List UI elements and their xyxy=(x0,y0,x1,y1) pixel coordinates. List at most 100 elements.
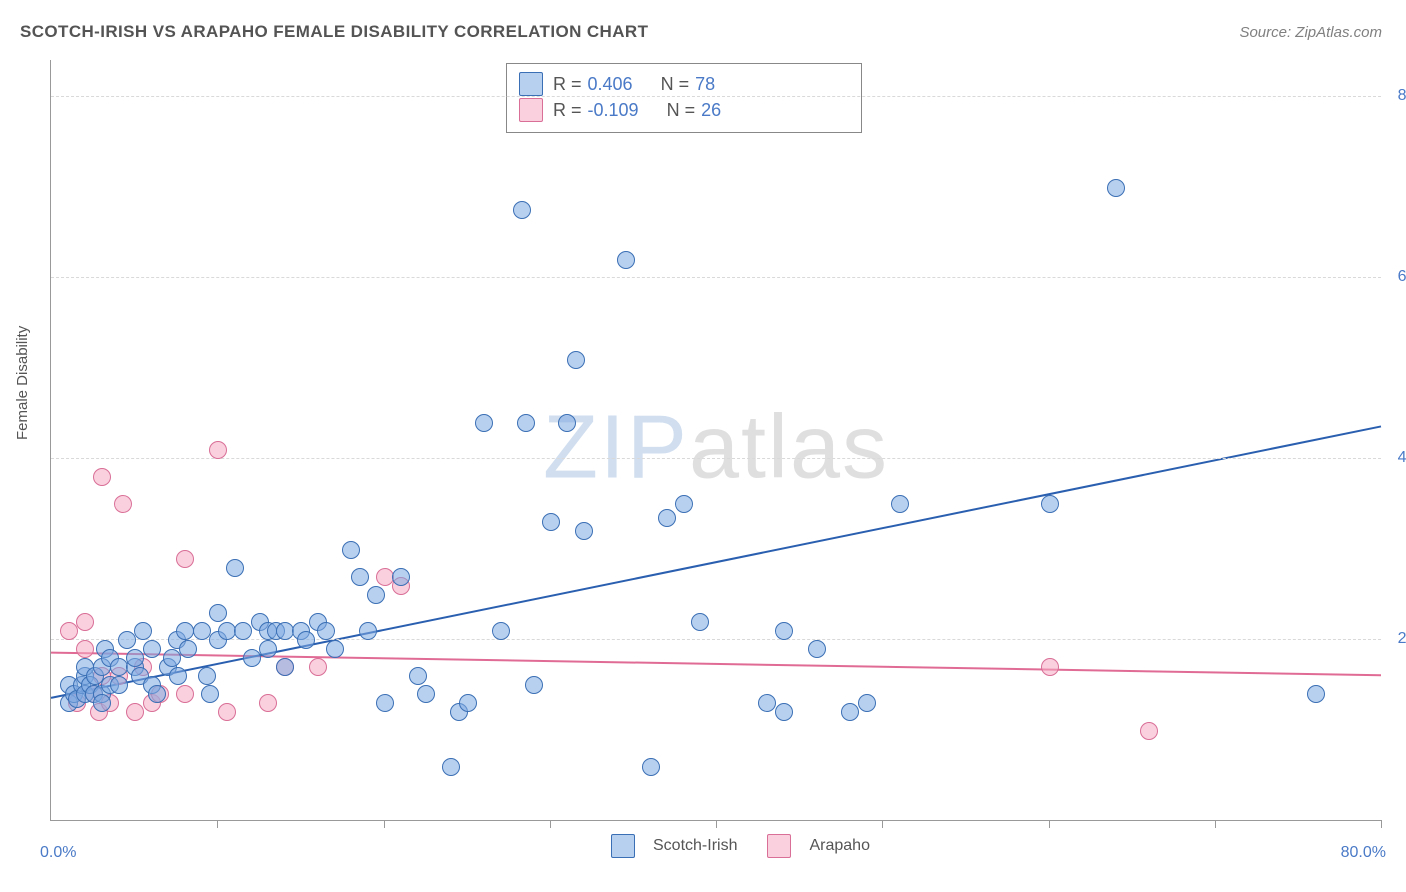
r-label: R = xyxy=(553,74,582,95)
x-tick xyxy=(1215,820,1216,828)
data-point xyxy=(93,468,111,486)
gridline xyxy=(51,458,1381,459)
data-point xyxy=(1307,685,1325,703)
data-point xyxy=(376,568,394,586)
data-point xyxy=(392,568,410,586)
data-point xyxy=(367,586,385,604)
x-tick xyxy=(384,820,385,828)
data-point xyxy=(642,758,660,776)
data-point xyxy=(110,658,128,676)
source-attribution: Source: ZipAtlas.com xyxy=(1239,24,1382,41)
legend-label: Scotch-Irish xyxy=(653,837,737,855)
data-point xyxy=(276,658,294,676)
data-point xyxy=(617,251,635,269)
data-point xyxy=(218,703,236,721)
data-point xyxy=(209,604,227,622)
data-point xyxy=(359,622,377,640)
data-point xyxy=(163,649,181,667)
data-point xyxy=(243,649,261,667)
data-point xyxy=(126,703,144,721)
data-point xyxy=(808,640,826,658)
n-value: 78 xyxy=(695,74,715,95)
data-point xyxy=(513,201,531,219)
r-value: -0.109 xyxy=(588,100,639,121)
data-point xyxy=(658,509,676,527)
data-point xyxy=(259,694,277,712)
gridline xyxy=(51,277,1381,278)
data-point xyxy=(179,640,197,658)
data-point xyxy=(114,495,132,513)
stats-legend: R = 0.406 N = 78 R = -0.109 N = 26 xyxy=(506,63,862,133)
data-point xyxy=(376,694,394,712)
data-point xyxy=(891,495,909,513)
data-point xyxy=(575,522,593,540)
swatch-pink-icon xyxy=(767,834,791,858)
data-point xyxy=(148,685,166,703)
n-value: 26 xyxy=(701,100,721,121)
data-point xyxy=(60,622,78,640)
x-tick xyxy=(1381,820,1382,828)
data-point xyxy=(118,631,136,649)
data-point xyxy=(442,758,460,776)
data-point xyxy=(525,676,543,694)
data-point xyxy=(1041,495,1059,513)
data-point xyxy=(417,685,435,703)
n-label: N = xyxy=(661,74,690,95)
data-point xyxy=(169,667,187,685)
stats-row-blue: R = 0.406 N = 78 xyxy=(519,72,849,96)
data-point xyxy=(259,640,277,658)
legend-item-pink: Arapaho xyxy=(767,834,870,858)
data-point xyxy=(542,513,560,531)
data-point xyxy=(234,622,252,640)
data-point xyxy=(276,622,294,640)
data-point xyxy=(1140,722,1158,740)
data-point xyxy=(351,568,369,586)
data-point xyxy=(858,694,876,712)
data-point xyxy=(176,550,194,568)
x-tick xyxy=(1049,820,1050,828)
x-origin-label: 0.0% xyxy=(40,844,76,862)
data-point xyxy=(176,685,194,703)
x-tick xyxy=(882,820,883,828)
data-point xyxy=(558,414,576,432)
y-tick-label: 20.0% xyxy=(1398,630,1406,648)
data-point xyxy=(218,622,236,640)
data-point xyxy=(342,541,360,559)
legend-item-blue: Scotch-Irish xyxy=(611,834,737,858)
data-point xyxy=(459,694,477,712)
legend-label: Arapaho xyxy=(809,837,870,855)
n-label: N = xyxy=(667,100,696,121)
swatch-blue-icon xyxy=(611,834,635,858)
chart-title: SCOTCH-IRISH VS ARAPAHO FEMALE DISABILIT… xyxy=(20,22,648,42)
data-point xyxy=(126,649,144,667)
chart-container: SCOTCH-IRISH VS ARAPAHO FEMALE DISABILIT… xyxy=(0,0,1406,892)
data-point xyxy=(675,495,693,513)
data-point xyxy=(193,622,211,640)
data-point xyxy=(775,622,793,640)
data-point xyxy=(297,631,315,649)
watermark-zip: ZIP xyxy=(543,397,689,497)
x-tick xyxy=(716,820,717,828)
data-point xyxy=(198,667,216,685)
plot-area: ZIPatlas R = 0.406 N = 78 R = -0.109 N =… xyxy=(50,60,1381,821)
data-point xyxy=(134,622,152,640)
y-tick-label: 80.0% xyxy=(1398,87,1406,105)
series-legend: Scotch-Irish Arapaho xyxy=(611,834,870,858)
x-max-label: 80.0% xyxy=(1341,844,1386,862)
y-axis-label: Female Disability xyxy=(14,326,31,440)
trendlines xyxy=(51,60,1381,820)
data-point xyxy=(409,667,427,685)
watermark: ZIPatlas xyxy=(543,396,889,499)
gridline xyxy=(51,96,1381,97)
data-point xyxy=(76,640,94,658)
x-tick xyxy=(217,820,218,828)
swatch-pink-icon xyxy=(519,98,543,122)
data-point xyxy=(326,640,344,658)
data-point xyxy=(209,441,227,459)
data-point xyxy=(841,703,859,721)
data-point xyxy=(143,640,161,658)
data-point xyxy=(775,703,793,721)
data-point xyxy=(1107,179,1125,197)
data-point xyxy=(691,613,709,631)
data-point xyxy=(226,559,244,577)
